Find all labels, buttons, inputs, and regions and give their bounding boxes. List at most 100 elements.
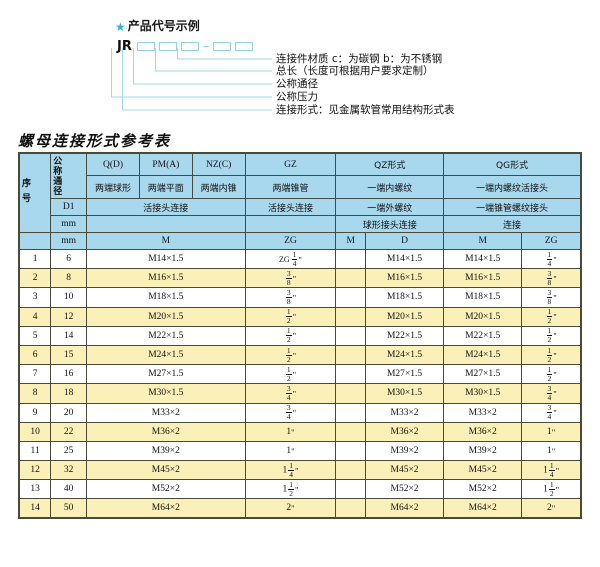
row-qz-m [335,479,366,500]
header-form-qz: 一端内螺纹 [335,175,445,199]
code-dash [202,45,209,47]
row-nominal-diameter: 8 [50,268,88,289]
header-unit-zg-gz: ZG [244,232,337,250]
header-unit-qg-m: M [443,232,523,250]
header-d1: D1 [50,198,88,216]
row-qg-m: M22×1.5 [443,325,523,346]
row-qg-zg: 1" [521,421,582,442]
table-row: 7 16 M27×1.5 1 2 " M27×1.5 M27×1.5 1 2 " [18,364,582,385]
row-nominal-diameter: 14 [50,325,88,346]
header-form-qg: 一端内螺纹活接头 [443,175,582,199]
row-thread-m-main: M27×1.5 [86,364,246,385]
row-qz-m [335,383,366,404]
row-thread-m-main: M33×2 [86,402,246,423]
header-code-qg: QG形式 [443,152,582,177]
nut-connection-spec-table: 序号 公称通径 Q(D) PM(A) NZ(C) GZ QZ形式 QG形式 两端球形 两端平面 两端… [18,152,582,520]
product-code-title-text: 产品代号示例 [127,19,200,33]
header-conn-blank-main [86,215,246,233]
row-gz-size: 1 2 " [244,364,337,385]
row-qg-zg: 1 2 " [521,306,582,327]
row-qz-m [335,287,366,308]
product-code-diagram: ★ 产品代号示例 JR 连接件材质 [0,0,600,128]
row-seq: 8 [18,383,52,404]
row-qg-zg: 1 2 " [521,344,582,366]
header-unit-qg-zg: ZG [521,232,582,250]
row-thread-m-main: M16×1.5 [86,268,246,289]
row-nominal-diameter: 20 [50,402,88,423]
row-seq: 13 [18,479,52,500]
header-seq: 序号 [18,152,52,233]
row-gz-size: 2" [244,498,337,519]
row-qz-m [335,364,366,385]
row-gz-size: 1 2 " [244,325,337,346]
header-code-qz: QZ形式 [335,152,445,177]
row-qg-zg: 3 8 " [521,287,582,308]
header-unit-m-main: M [86,232,246,250]
header-unit-qz-m: M [335,232,366,250]
row-nominal-diameter: 15 [50,344,88,366]
row-qg-m: M36×2 [443,421,523,442]
header-row-forms: 两端球形 两端平面 两端内锥 两端锥管 一端内螺纹 一端内螺纹活接头 [19,175,582,199]
header-form-gz: 两端锥管 [244,175,337,199]
table-row: 9 20 M33×2 3 4 " M33×2 M33×2 3 4 " [18,402,582,423]
row-qz-d: M20×1.5 [364,306,445,327]
annotation-nominal-pressure: 公称压力 [276,91,318,103]
row-qg-zg: 3 4 " [521,402,582,423]
row-qz-d: M22×1.5 [364,325,445,346]
row-qz-m [335,344,366,366]
table-row: 13 40 M52×2 1 1 2 " M52×2 M52×2 1 1 2 " [18,479,582,500]
row-thread-m-main: M30×1.5 [86,383,246,404]
row-qg-m: M18×1.5 [443,287,523,308]
header-conn-qd-pma-nzc: 活接头连接 [86,198,246,216]
annotation-connection-form: 连接形式：见金属软管常用结构形式表 [276,104,455,116]
row-nominal-diameter: 25 [50,440,88,462]
row-qz-d: M18×1.5 [364,287,445,308]
row-qz-d: M14×1.5 [364,248,445,270]
code-box-2 [158,41,177,51]
table-row: 2 8 M16×1.5 3 8 " M16×1.5 M16×1.5 3 8 " [18,268,582,289]
row-nominal-diameter: 6 [50,248,88,270]
header-seq-label: 序号 [20,178,30,208]
row-qg-m: M45×2 [443,460,523,481]
row-qg-zg: 1 1 4 " [521,460,582,481]
table-title: 螺母连接形式参考表 [18,132,172,150]
row-qz-d: M27×1.5 [364,364,445,385]
row-qz-m [335,306,366,327]
row-seq: 7 [18,364,52,385]
row-qz-m [335,268,366,289]
row-gz-size: 1 1 4 " [244,460,337,481]
row-qg-m: M16×1.5 [443,268,523,289]
row-qg-m: M24×1.5 [443,344,523,366]
row-thread-m-main: M52×2 [86,479,246,500]
row-seq: 6 [18,344,52,366]
row-qz-m [335,498,366,519]
table-row: 10 22 M36×2 1" M36×2 M36×2 1" [18,421,582,442]
header-row-connection-2: mm 球形接头连接 连接 [19,215,582,233]
code-box-4 [212,41,231,51]
product-code-string: JR [117,38,257,54]
header-form2-qz: 一端外螺纹 [335,198,445,216]
row-seq: 1 [18,248,52,270]
table-row: 6 15 M24×1.5 1 2 " M24×1.5 M24×1.5 1 2 " [18,344,582,366]
header-conn-gz: 活接头连接 [244,198,337,216]
row-gz-size: 1" [244,421,337,442]
row-qz-d: M30×1.5 [364,383,445,404]
header-nominal-diameter-label: 公称通径 [51,156,62,196]
row-thread-m-main: M22×1.5 [86,325,246,346]
row-nominal-diameter: 16 [50,364,88,385]
header-row-units: mm M ZG M D M ZG [18,232,582,250]
row-qz-d: M36×2 [364,421,445,442]
row-nominal-diameter: 40 [50,479,88,500]
annotation-total-length: 总长（长度可根据用户要求定制） [276,65,434,77]
row-qg-m: M20×1.5 [443,306,523,327]
row-qg-m: M52×2 [443,479,523,500]
table-row: 1 6 M14×1.5 ZG 1 4 " M14×1.5 M14×1.5 1 4 " [18,248,582,270]
row-qz-d: M39×2 [364,440,445,462]
row-thread-m-main: M18×1.5 [86,287,246,308]
row-qg-zg: 2" [521,498,582,519]
header-mm: mm [50,215,88,233]
row-seq: 4 [18,306,52,327]
row-qg-m: M27×1.5 [443,364,523,385]
header-code-qd: Q(D) [86,152,140,177]
row-nominal-diameter: 18 [50,383,88,404]
